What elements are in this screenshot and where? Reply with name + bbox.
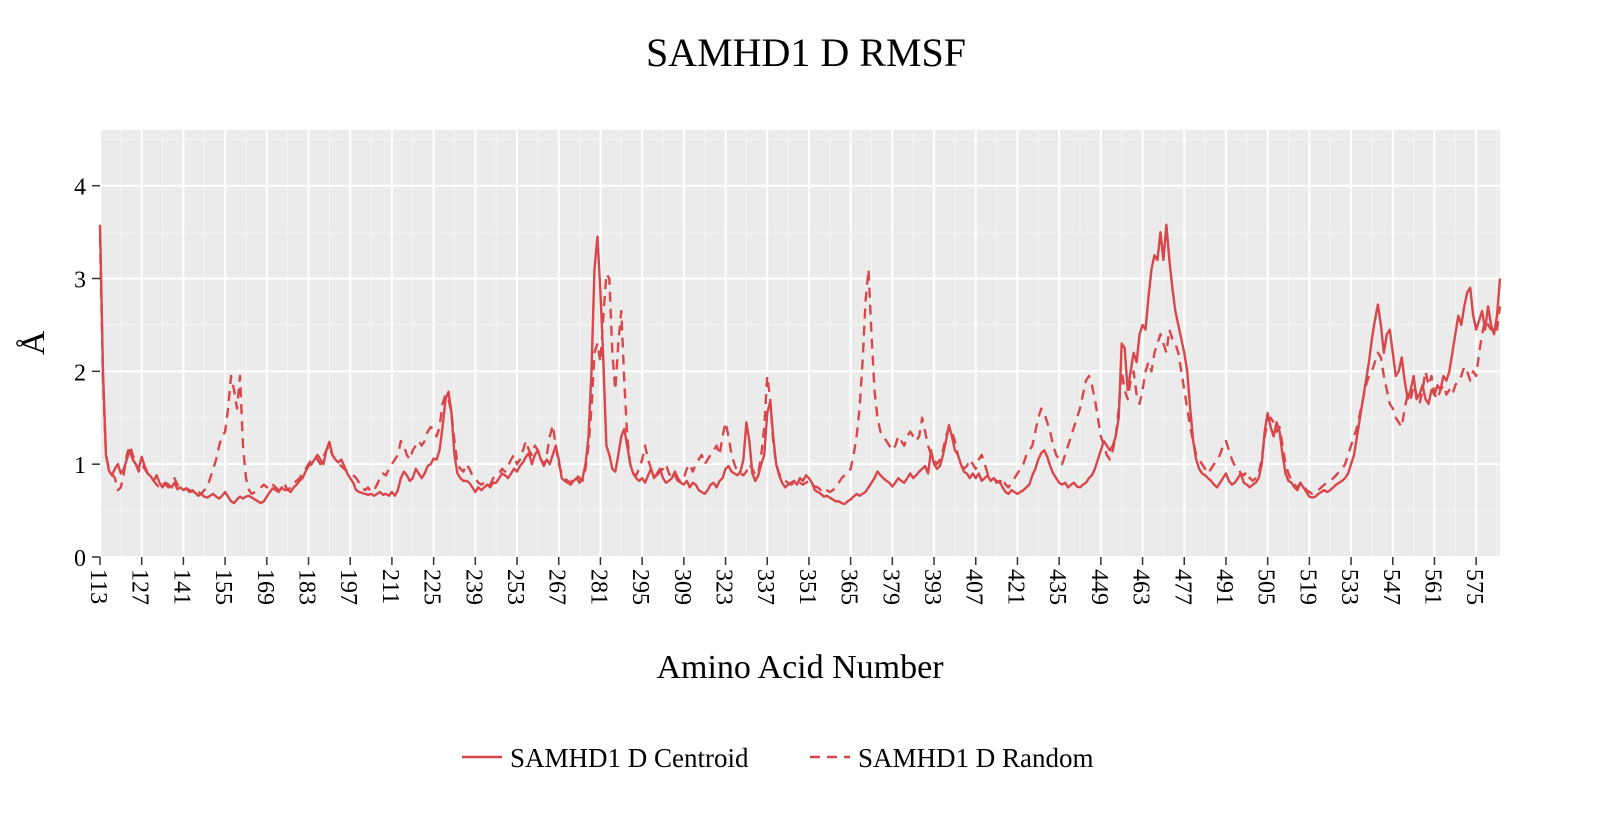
- x-tick-label: 225: [419, 569, 445, 605]
- y-axis-title: Å: [15, 330, 52, 355]
- x-tick-label: 309: [669, 569, 695, 605]
- series-layer: [98, 223, 1502, 506]
- x-tick-label: 323: [711, 569, 737, 605]
- x-tick-label: 253: [502, 569, 528, 605]
- y-tick-label: 2: [74, 360, 86, 386]
- x-axis-title: Amino Acid Number: [656, 649, 944, 686]
- x-tick-label: 463: [1128, 569, 1154, 605]
- x-tick-label: 113: [85, 569, 111, 604]
- x-tick-label: 421: [1002, 569, 1028, 605]
- legend-label-random: SAMHD1 D Random: [858, 743, 1094, 773]
- x-tick-label: 351: [794, 569, 820, 605]
- x-tick-label: 491: [1211, 569, 1237, 605]
- grid-lines: [99, 130, 1500, 558]
- x-tick-label: 141: [168, 569, 194, 605]
- x-tick-label: 547: [1378, 569, 1404, 605]
- x-tick-label: 127: [127, 569, 153, 605]
- x-tick-label: 449: [1086, 569, 1112, 605]
- x-tick-label: 505: [1253, 569, 1279, 605]
- x-tick-label: 295: [627, 569, 653, 605]
- x-tick-label: 435: [1044, 569, 1070, 605]
- chart-title: SAMHD1 D RMSF: [646, 30, 966, 75]
- x-tick-label: 575: [1461, 569, 1487, 605]
- plot-panel: [100, 130, 1500, 557]
- x-tick-label: 477: [1169, 569, 1195, 605]
- y-tick-label: 1: [74, 453, 86, 479]
- x-tick-label: 379: [877, 569, 903, 605]
- x-tick-label: 281: [585, 569, 611, 605]
- x-tick-label: 337: [752, 569, 778, 605]
- x-tick-label: 183: [294, 569, 320, 605]
- x-tick-label: 267: [544, 569, 570, 605]
- x-tick-label: 407: [961, 569, 987, 605]
- x-tick-label: 393: [919, 569, 945, 605]
- legend-label-centroid: SAMHD1 D Centroid: [510, 743, 749, 773]
- axes: 0 1 2 3 4 113 127 141 155 169 183 197 211 225 239 253 26…: [74, 175, 1487, 605]
- x-tick-label: 211: [377, 569, 403, 604]
- legend: SAMHD1 D Centroid SAMHD1 D Random: [462, 743, 1094, 773]
- x-tick-label: 561: [1419, 569, 1445, 605]
- x-tick-label: 169: [252, 569, 278, 605]
- x-tick-label: 519: [1294, 569, 1320, 605]
- x-tick-label: 533: [1336, 569, 1362, 605]
- y-tick-label: 4: [74, 175, 86, 201]
- y-tick-label: 0: [74, 546, 86, 572]
- x-tick-label: 155: [210, 569, 236, 605]
- x-tick-label: 197: [335, 569, 361, 605]
- x-tick-label: 365: [836, 569, 862, 605]
- series-line-random: [98, 236, 1502, 496]
- x-tick-label: 239: [460, 569, 486, 605]
- y-tick-label: 3: [74, 268, 86, 294]
